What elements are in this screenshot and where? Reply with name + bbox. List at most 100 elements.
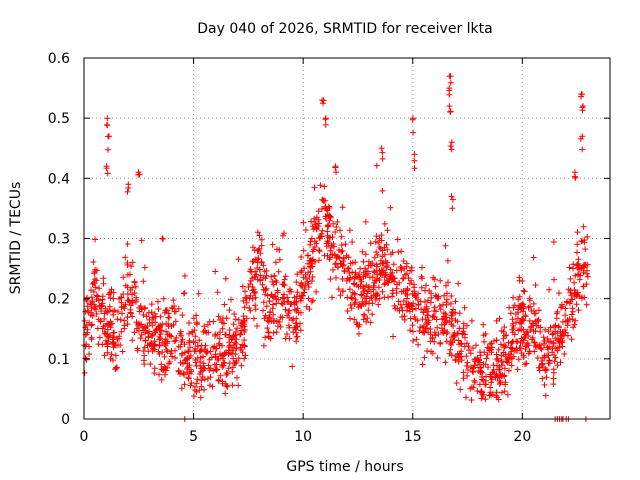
data-point (518, 350, 525, 357)
data-point (306, 257, 313, 264)
data-point (495, 346, 502, 353)
data-point (284, 331, 290, 338)
data-point (192, 384, 198, 390)
data-point (522, 343, 529, 350)
data-point (118, 294, 125, 301)
data-point (112, 342, 119, 349)
data-point (447, 79, 454, 86)
data-point (580, 269, 587, 276)
data-point (205, 362, 212, 369)
data-point (197, 347, 204, 354)
data-point (357, 283, 364, 290)
data-point (303, 303, 310, 310)
data-point (413, 305, 419, 312)
data-point (347, 315, 353, 322)
data-point (515, 306, 522, 313)
data-point (489, 369, 496, 376)
data-point (307, 263, 313, 270)
data-point (429, 350, 436, 357)
data-point (495, 396, 502, 403)
data-point (527, 303, 534, 310)
data-point (360, 285, 367, 292)
data-point (394, 236, 401, 243)
data-point (546, 339, 552, 346)
data-point (349, 239, 356, 245)
data-point (162, 371, 168, 378)
data-point (330, 220, 337, 227)
data-point (458, 357, 465, 364)
data-point (582, 246, 589, 253)
data-point (98, 303, 105, 309)
data-point (565, 286, 572, 293)
data-point (332, 164, 339, 171)
data-point (84, 326, 91, 333)
data-point (302, 227, 309, 233)
data-point (405, 275, 412, 282)
data-point (103, 165, 110, 172)
data-point (514, 366, 521, 373)
data-point (486, 392, 493, 399)
data-point (429, 314, 436, 321)
data-point (121, 305, 128, 312)
data-point (347, 302, 354, 308)
data-point (157, 331, 164, 338)
data-point (135, 322, 142, 329)
data-point (443, 296, 450, 303)
data-point (452, 317, 459, 324)
data-point (266, 298, 273, 304)
data-point (520, 326, 527, 333)
data-point (534, 317, 541, 324)
data-point (381, 274, 388, 281)
data-point (366, 284, 373, 290)
data-point (518, 316, 525, 323)
data-point (260, 299, 267, 306)
data-point (395, 249, 402, 255)
data-point (461, 304, 468, 311)
data-point (315, 216, 322, 223)
data-point (375, 301, 382, 308)
data-point (496, 378, 503, 384)
data-point (463, 363, 470, 369)
data-point (322, 121, 329, 128)
data-point (131, 329, 138, 336)
data-point (406, 308, 413, 315)
data-point (379, 155, 386, 162)
data-point (310, 246, 317, 253)
data-point (186, 330, 192, 337)
data-point (448, 293, 455, 299)
data-point (337, 260, 344, 267)
data-point (415, 302, 422, 308)
data-point (516, 277, 523, 284)
data-point (238, 362, 245, 369)
data-point (501, 344, 508, 351)
y-tick-label: 0.5 (48, 111, 70, 127)
data-point (260, 274, 267, 281)
data-point (81, 317, 88, 324)
data-point (362, 300, 369, 307)
data-point (200, 328, 207, 335)
data-point (393, 285, 400, 292)
data-point (148, 309, 155, 316)
data-point (108, 286, 115, 293)
data-point (539, 360, 546, 367)
data-point (151, 310, 158, 317)
data-point (443, 282, 449, 289)
data-point (281, 276, 288, 283)
data-point (381, 281, 388, 288)
data-point (401, 313, 408, 320)
data-point (425, 329, 432, 336)
data-point (155, 298, 161, 305)
data-point (133, 294, 140, 301)
data-point (282, 306, 289, 313)
data-point (494, 374, 501, 381)
data-point (117, 316, 124, 323)
data-point (121, 325, 128, 332)
data-point (294, 289, 301, 296)
data-point (316, 247, 322, 254)
data-point (482, 381, 489, 388)
data-point (301, 286, 308, 293)
data-point (535, 307, 542, 314)
data-point (203, 329, 210, 336)
data-point (513, 319, 520, 326)
